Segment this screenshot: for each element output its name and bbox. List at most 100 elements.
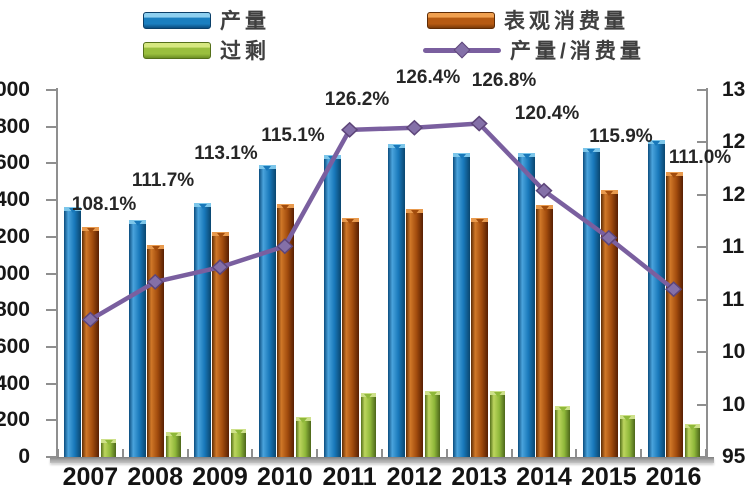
bar-production-2016 xyxy=(647,140,665,457)
ratio-label-2011: 126.2% xyxy=(324,89,390,110)
bar-top-notch xyxy=(493,391,502,397)
bar-top-notch xyxy=(688,424,697,430)
x-axis-tick xyxy=(121,449,124,457)
left-axis-tick xyxy=(46,125,57,128)
bar-top-notch xyxy=(133,221,142,227)
bar-production-2012 xyxy=(388,144,406,457)
right-axis-tick xyxy=(697,351,708,354)
left-axis-label: 800 xyxy=(0,298,30,322)
bar-surplus-2011 xyxy=(360,392,376,457)
x-axis-label-2011: 2011 xyxy=(322,463,377,491)
left-axis-label: 600 xyxy=(0,334,30,358)
legend-ratio-diamond-icon xyxy=(453,41,471,59)
x-axis-tick xyxy=(186,449,189,457)
left-axis-tick xyxy=(46,235,57,238)
left-axis-label: 800 xyxy=(0,114,30,138)
bar-production-2008 xyxy=(129,220,147,457)
x-axis-tick xyxy=(381,449,383,457)
bar-surplus-2015 xyxy=(619,414,635,457)
bar-surplus-2016 xyxy=(684,423,700,457)
bar-top-notch xyxy=(540,205,549,211)
legend-swatch-consumption-icon xyxy=(427,11,495,29)
right-axis-label: 11 xyxy=(722,287,745,311)
bar-top-notch xyxy=(68,208,77,214)
left-axis-tick xyxy=(46,345,57,348)
legend-item-ratio: 产量/消费量 xyxy=(423,39,645,63)
bar-production-2011 xyxy=(323,155,341,457)
bar-top-notch xyxy=(558,406,567,412)
right-axis-label: 10 xyxy=(722,340,746,364)
legend-ratio-line-icon xyxy=(423,41,501,59)
left-axis-tick xyxy=(46,309,57,312)
bar-top-notch xyxy=(216,233,225,239)
bar-top-notch xyxy=(263,166,272,172)
legend-label-surplus: 过剩 xyxy=(220,40,270,63)
bar-top-notch xyxy=(151,246,160,252)
x-axis-tick xyxy=(575,449,578,457)
ratio-label-2016: 111.0% xyxy=(668,147,732,168)
bar-production-2010 xyxy=(258,165,276,457)
ratio-marker-2011 xyxy=(341,121,359,138)
ratio-label-2008: 111.7% xyxy=(131,170,195,191)
right-axis-tick xyxy=(697,141,708,144)
left-axis-tick xyxy=(46,419,57,422)
bar-production-2015 xyxy=(582,147,600,457)
ratio-label-2013: 126.8% xyxy=(471,70,537,91)
bar-top-notch xyxy=(392,145,401,151)
right-axis-line xyxy=(706,88,708,457)
bar-consumption-2016 xyxy=(665,171,683,457)
bar-consumption-2013 xyxy=(471,217,489,457)
bar-surplus-2008 xyxy=(166,432,182,457)
legend-item-consumption: 表观消费量 xyxy=(427,9,629,33)
bar-consumption-2007 xyxy=(82,226,100,457)
x-axis-label-2013: 2013 xyxy=(451,463,507,491)
bar-top-notch xyxy=(328,156,337,162)
x-axis-tick xyxy=(705,449,707,457)
ratio-label-2012: 126.4% xyxy=(395,67,461,88)
x-axis-label-2012: 2012 xyxy=(386,463,443,491)
left-axis-label: 400 xyxy=(0,371,30,395)
ratio-marker-2014 xyxy=(535,182,553,199)
bar-surplus-2010 xyxy=(295,416,311,457)
bar-production-2013 xyxy=(453,153,471,457)
bar-surplus-2009 xyxy=(231,428,246,457)
right-axis-label: 13 xyxy=(722,78,746,101)
x-axis-label-2014: 2014 xyxy=(516,463,572,491)
bar-consumption-2014 xyxy=(536,204,553,457)
x-axis-band xyxy=(50,457,714,463)
left-axis-label: 000 xyxy=(0,78,30,101)
x-axis-tick xyxy=(251,449,254,457)
right-axis-label: 12 xyxy=(722,182,746,206)
left-axis-label: 0 xyxy=(18,445,30,468)
right-axis-tick xyxy=(697,89,708,91)
bar-surplus-2014 xyxy=(555,405,570,457)
left-axis-label: 600 xyxy=(0,151,30,175)
left-axis-label: 400 xyxy=(0,188,30,212)
bar-consumption-2009 xyxy=(212,232,229,457)
bar-top-notch xyxy=(169,433,178,439)
bar-surplus-2013 xyxy=(490,390,506,457)
bar-top-notch xyxy=(605,191,614,196)
right-axis-tick xyxy=(697,403,708,406)
bar-top-notch xyxy=(522,154,531,160)
bar-production-2014 xyxy=(518,153,535,457)
bar-consumption-2010 xyxy=(276,203,294,457)
left-axis-tick xyxy=(46,382,57,385)
bar-top-notch xyxy=(104,439,113,445)
bar-consumption-2008 xyxy=(147,245,165,457)
bar-top-notch xyxy=(299,417,308,423)
bar-consumption-2012 xyxy=(406,209,424,457)
ratio-label-2010: 115.1% xyxy=(261,125,325,146)
ratio-marker-2013 xyxy=(470,115,488,132)
x-axis-label-2009: 2009 xyxy=(192,463,248,491)
bar-top-notch xyxy=(475,218,484,224)
x-axis-label-2010: 2010 xyxy=(256,463,313,491)
legend-label-consumption: 表观消费量 xyxy=(504,10,629,33)
ratio-marker-2012 xyxy=(405,119,423,136)
left-axis-label: 000 xyxy=(0,261,30,285)
right-axis-tick xyxy=(697,456,708,458)
x-axis-tick xyxy=(316,449,319,457)
bar-top-notch xyxy=(670,172,679,178)
bar-top-notch xyxy=(587,148,596,154)
ratio-label-2015: 115.9% xyxy=(589,126,653,147)
